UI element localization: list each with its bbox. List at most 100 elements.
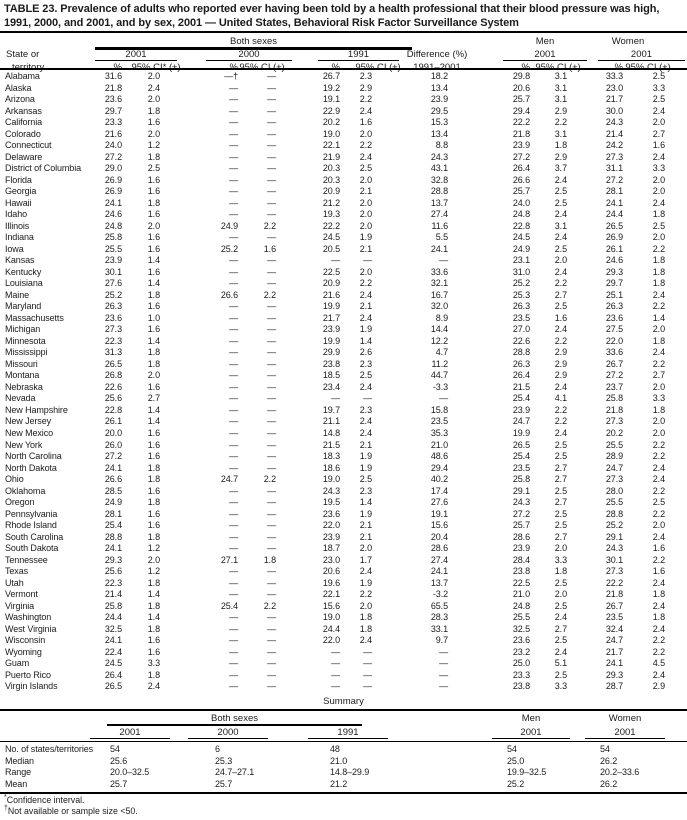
value-cell: 28.7 <box>605 681 623 692</box>
value-cell: 26.9 <box>605 232 623 243</box>
value-cell: 23.1 <box>512 255 530 266</box>
value-cell: — <box>267 163 276 174</box>
value-cell: 2.4 <box>359 381 372 392</box>
value-cell: 29.1 <box>512 485 530 496</box>
value-cell: 25.5 <box>605 497 623 508</box>
summary-row-label: No. of states/territories <box>5 744 94 754</box>
value-cell: 31.6 <box>104 71 122 81</box>
value-cell: 2.4 <box>147 681 160 692</box>
value-cell: 23.5 <box>605 612 623 623</box>
value-cell: 2.7 <box>554 474 567 485</box>
value-cell: 1.6 <box>147 451 160 462</box>
footnote-line: †Not available or sample size <50. <box>4 805 138 817</box>
value-cell: 26.5 <box>104 681 122 692</box>
summary-value-cell: 25.7 <box>215 779 233 790</box>
summary-top-rule <box>0 709 687 712</box>
value-cell: 1.9 <box>359 462 372 473</box>
footnote-text: Confidence interval. <box>6 795 85 805</box>
footnote-line: *Confidence interval. <box>4 794 138 806</box>
table-row: District of Columbia 29.0 2.5 — — 20.3 2.5 43.1… <box>0 163 687 175</box>
value-cell: 2.2 <box>554 416 567 427</box>
value-cell: 28.5 <box>104 485 122 496</box>
value-cell: 2.2 <box>554 404 567 415</box>
value-cell: 15.6 <box>322 600 340 611</box>
value-cell: — <box>229 497 238 508</box>
value-cell: 1.2 <box>147 140 160 151</box>
state-name: Arkansas <box>5 105 42 116</box>
value-cell: 22.5 <box>322 266 340 277</box>
value-cell: 13.4 <box>430 128 448 139</box>
value-cell: — <box>331 669 340 680</box>
value-cell: — <box>229 174 238 185</box>
summary-value-cell: 26.2 <box>600 779 618 790</box>
state-name: Puerto Rico <box>5 669 51 680</box>
value-cell: 32.1 <box>430 278 448 289</box>
state-name: Nevada <box>5 393 36 404</box>
value-cell: 33.6 <box>430 266 448 277</box>
value-cell: — <box>229 347 238 358</box>
value-cell: 28.6 <box>512 531 530 542</box>
value-cell: 24.3 <box>605 543 623 554</box>
value-cell: 2.4 <box>359 151 372 162</box>
year-2000-header: 2000 <box>238 49 260 60</box>
value-cell: — <box>267 324 276 335</box>
value-cell: 23.0 <box>322 554 340 565</box>
table-row: Kentucky 30.1 1.6 — — 22.5 2.0 33.6 31.0 2.4 29.3 1… <box>0 267 687 279</box>
table-row: Alabama 31.6 2.0 —† — 26.7 2.3 18.2 29.8 3.1 33.3 2… <box>0 71 687 83</box>
both-sexes-underline <box>95 47 412 50</box>
state-name: Alabama <box>5 71 40 81</box>
value-cell: 2.7 <box>554 531 567 542</box>
value-cell: 2.2 <box>652 485 665 496</box>
table-row: Arizona 23.6 2.0 — — 19.1 2.2 23.9 25.7 3.1 21.7 2.… <box>0 94 687 106</box>
value-cell: 18.5 <box>322 370 340 381</box>
year-1991-underline <box>318 60 399 62</box>
value-cell: 30.0 <box>605 105 623 116</box>
year-2001-underline <box>95 60 177 62</box>
value-cell: 18.6 <box>322 462 340 473</box>
value-cell: — <box>229 358 238 369</box>
value-cell: — <box>267 128 276 139</box>
value-cell: 2.0 <box>359 220 372 231</box>
value-cell: — <box>267 658 276 669</box>
summary-col-2000: 2000 <box>217 727 239 738</box>
table-row: Rhode Island 25.4 1.6 — — 22.0 2.1 15.6 25.7 2.5 2… <box>0 520 687 532</box>
value-cell: 25.2 <box>104 289 122 300</box>
value-cell: 2.2 <box>652 301 665 312</box>
value-cell: 2.4 <box>554 427 567 438</box>
value-cell: 26.1 <box>605 243 623 254</box>
table-row: Michigan 27.3 1.6 — — 23.9 1.9 14.4 27.0 2.4 27.5 2… <box>0 324 687 336</box>
value-cell: — <box>229 635 238 646</box>
ci-header-women: 95% CI (±) <box>618 62 678 73</box>
value-cell: 19.3 <box>322 209 340 220</box>
value-cell: 19.9 <box>512 427 530 438</box>
ci-header-men: 95% CI (±) <box>528 62 588 73</box>
pct-header-2001: % <box>95 62 122 73</box>
state-name: Idaho <box>5 209 28 220</box>
value-cell: 2.4 <box>652 289 665 300</box>
year-1991-header: 1991 <box>347 49 370 60</box>
value-cell: 25.2 <box>512 278 530 289</box>
value-cell: 1.6 <box>147 427 160 438</box>
value-cell: 23.9 <box>512 543 530 554</box>
value-cell: 27.2 <box>605 370 623 381</box>
value-cell: 2.7 <box>652 128 665 139</box>
value-cell: 31.0 <box>512 266 530 277</box>
value-cell: 23.6 <box>104 312 122 323</box>
value-cell: — <box>229 140 238 151</box>
value-cell: 1.4 <box>147 416 160 427</box>
table-row: Missouri 26.5 1.8 — — 23.8 2.3 11.2 26.3 2.9 26.7 2… <box>0 359 687 371</box>
year-2001-header: 2001 <box>125 49 147 60</box>
value-cell: 2.7 <box>652 370 665 381</box>
value-cell: 21.2 <box>322 197 340 208</box>
value-cell: 32.5 <box>512 623 530 634</box>
value-cell: 1.8 <box>652 255 665 266</box>
value-cell: — <box>229 681 238 692</box>
value-cell: 1.6 <box>147 439 160 450</box>
state-name: Missouri <box>5 358 38 369</box>
value-cell: 3.3 <box>652 163 665 174</box>
men-group-header: Men <box>535 36 555 47</box>
value-cell: 2.0 <box>652 186 665 197</box>
table-row: Nebraska 22.6 1.6 — — 23.4 2.4 -3.3 21.5 2.4 23.7 2… <box>0 382 687 394</box>
value-cell: 24.3 <box>605 117 623 128</box>
value-cell: 31.1 <box>605 163 623 174</box>
